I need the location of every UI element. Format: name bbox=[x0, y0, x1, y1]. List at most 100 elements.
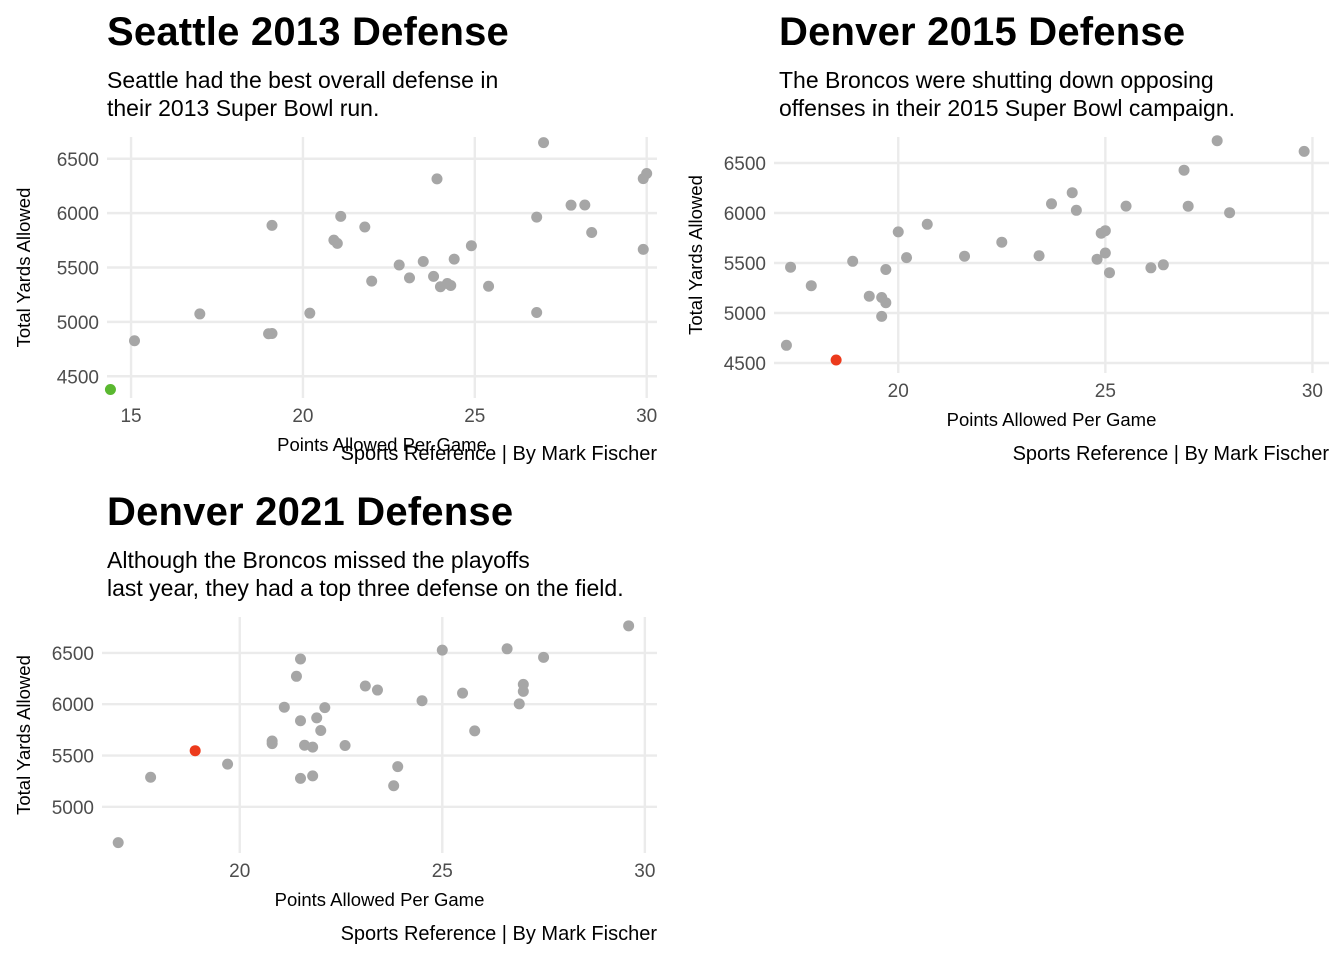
data-point bbox=[1103, 267, 1115, 279]
data-point bbox=[145, 771, 157, 783]
y-tick-label: 5500 bbox=[52, 747, 94, 768]
data-point bbox=[996, 236, 1008, 248]
data-point bbox=[1298, 145, 1310, 157]
chart-subtitle: The Broncos were shutting down opposing … bbox=[779, 67, 1236, 121]
data-point bbox=[637, 243, 649, 255]
data-point bbox=[785, 261, 797, 273]
denver-2021-panel: Denver 2021 Defense Although the Broncos… bbox=[0, 480, 672, 960]
data-point bbox=[1099, 247, 1111, 259]
data-point bbox=[501, 643, 513, 655]
y-axis-label: Total Yards Allowed bbox=[685, 175, 706, 335]
data-point bbox=[393, 259, 405, 271]
data-point bbox=[1120, 200, 1132, 212]
y-tick-label: 6500 bbox=[724, 154, 766, 175]
data-point bbox=[921, 218, 933, 230]
data-point bbox=[331, 237, 343, 249]
data-point bbox=[847, 255, 859, 267]
data-point bbox=[431, 173, 443, 185]
data-point bbox=[805, 280, 817, 292]
y-tick-label: 4500 bbox=[724, 354, 766, 375]
data-point bbox=[339, 739, 351, 751]
data-point bbox=[315, 724, 327, 736]
y-tick-label: 5000 bbox=[57, 313, 99, 334]
x-tick-label: 25 bbox=[464, 406, 485, 427]
data-point bbox=[304, 307, 316, 319]
data-point bbox=[876, 310, 888, 322]
data-point bbox=[892, 226, 904, 238]
chart-subtitle: Although the Broncos missed the playoffs… bbox=[107, 547, 624, 601]
data-point bbox=[392, 761, 404, 773]
data-point bbox=[457, 687, 469, 699]
data-point bbox=[290, 670, 302, 682]
chart-caption: Sports Reference | By Mark Fischer bbox=[341, 443, 658, 465]
y-tick-label: 5500 bbox=[57, 259, 99, 280]
highlight-point bbox=[830, 354, 842, 366]
data-point bbox=[371, 684, 383, 696]
data-point bbox=[465, 240, 477, 252]
data-point bbox=[623, 620, 635, 632]
data-point bbox=[278, 701, 290, 713]
denver-2015-panel: Denver 2015 Defense The Broncos were shu… bbox=[672, 0, 1344, 480]
data-point bbox=[641, 168, 653, 180]
x-axis-label: Points Allowed Per Game bbox=[277, 434, 487, 455]
data-point bbox=[1145, 262, 1157, 274]
data-point bbox=[266, 219, 278, 231]
y-tick-label: 6000 bbox=[57, 204, 99, 225]
x-tick-label: 30 bbox=[634, 861, 655, 882]
highlight-point bbox=[104, 384, 116, 396]
data-point bbox=[366, 275, 378, 287]
data-point bbox=[880, 297, 892, 309]
data-point bbox=[129, 335, 140, 347]
denver-2015-plot: 20 25 30 4500 5000 5500 6000 6500 Points Allowed… bbox=[685, 135, 1329, 465]
y-tick-label: 6000 bbox=[52, 695, 94, 716]
data-point bbox=[194, 308, 206, 320]
data-point bbox=[266, 328, 278, 340]
data-point bbox=[1182, 200, 1194, 212]
data-point bbox=[863, 290, 875, 302]
data-point bbox=[335, 210, 347, 222]
highlight-point bbox=[189, 745, 201, 757]
data-point bbox=[404, 272, 415, 284]
data-point bbox=[319, 702, 331, 714]
data-point bbox=[538, 651, 550, 663]
data-point bbox=[295, 715, 307, 727]
data-point bbox=[436, 644, 448, 656]
data-point bbox=[307, 770, 319, 782]
y-tick-label: 6500 bbox=[57, 150, 99, 171]
data-point bbox=[448, 253, 460, 265]
data-point bbox=[1211, 135, 1223, 147]
data-point bbox=[1099, 225, 1111, 237]
data-point bbox=[295, 772, 307, 784]
data-point bbox=[1066, 187, 1078, 199]
y-axis-label: Total Yards Allowed bbox=[13, 188, 34, 348]
y-tick-label: 6500 bbox=[52, 644, 94, 665]
data-point bbox=[880, 264, 892, 275]
data-point bbox=[1046, 198, 1057, 210]
chart-title: Seattle 2013 Defense bbox=[107, 10, 510, 54]
y-tick-label: 4500 bbox=[57, 367, 99, 388]
y-tick-label: 5000 bbox=[724, 304, 766, 325]
data-point bbox=[531, 307, 543, 319]
data-point bbox=[1178, 164, 1190, 176]
y-tick-label: 6000 bbox=[724, 204, 766, 225]
data-point bbox=[1091, 253, 1103, 265]
data-point bbox=[428, 270, 440, 282]
x-tick-label: 20 bbox=[292, 406, 313, 427]
data-point bbox=[469, 725, 481, 737]
x-axis-label: Points Allowed Per Game bbox=[947, 409, 1157, 430]
data-point bbox=[513, 698, 525, 710]
data-point bbox=[359, 680, 371, 692]
chart-caption: Sports Reference | By Mark Fischer bbox=[341, 923, 658, 945]
x-tick-label: 25 bbox=[432, 861, 453, 882]
data-point bbox=[417, 256, 429, 268]
chart-subtitle: Seattle had the best overall defense in … bbox=[107, 67, 499, 121]
x-tick-label: 15 bbox=[120, 406, 141, 427]
data-point bbox=[112, 837, 124, 849]
data-point bbox=[295, 653, 307, 665]
x-tick-label: 20 bbox=[888, 381, 909, 402]
data-point bbox=[959, 250, 971, 262]
seattle-2013-panel: Seattle 2013 Defense Seattle had the bes… bbox=[0, 0, 672, 480]
x-tick-label: 30 bbox=[1302, 381, 1323, 402]
data-point bbox=[483, 280, 495, 292]
data-point bbox=[579, 199, 591, 211]
